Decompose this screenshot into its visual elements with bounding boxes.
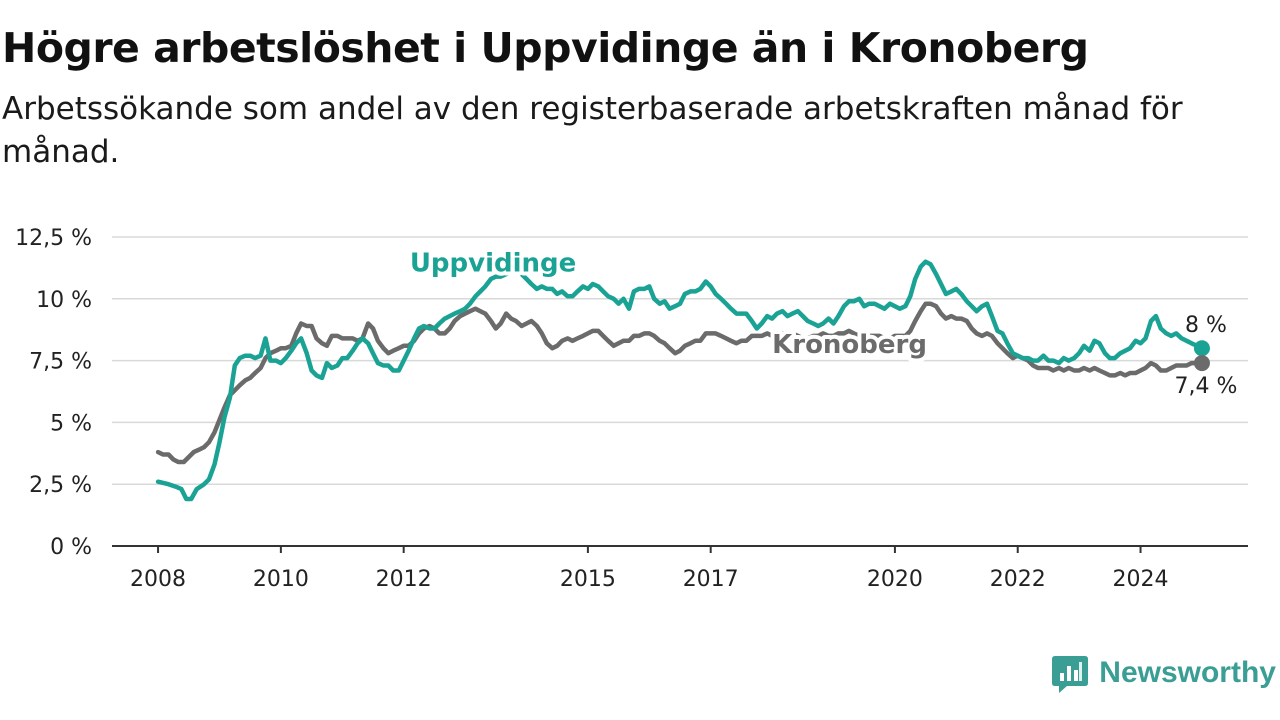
page-subtitle: Arbetssökande som andel av den registerb…	[2, 91, 1183, 170]
y-tick-label: 12,5 %	[15, 226, 92, 251]
x-tick-label: 2012	[376, 567, 432, 592]
end-point-uppvidinge	[1193, 340, 1210, 357]
newsworthy-brand: Newsworthy	[1051, 652, 1276, 694]
end-point-kronoberg	[1193, 355, 1210, 372]
page-title: Högre arbetslöshet i Uppvidinge än i Kro…	[2, 24, 1089, 72]
y-tick-label: 2,5 %	[29, 473, 92, 498]
y-tick-label: 10 %	[36, 288, 92, 313]
x-tick-label: 2024	[1113, 567, 1169, 592]
x-tick-label: 2015	[560, 567, 616, 592]
x-tick-label: 2010	[253, 567, 309, 592]
series-line-uppvidinge	[155, 259, 1205, 502]
y-tick-label: 7,5 %	[29, 350, 92, 375]
series-line-kronoberg	[155, 301, 1205, 465]
y-tick-label: 5 %	[50, 411, 92, 436]
x-tick-label: 2020	[867, 567, 923, 592]
newsworthy-logo-icon	[1052, 656, 1089, 693]
x-axis: 2008 2010 2012 2015 2017 2020 2022 2024	[112, 545, 1248, 592]
y-axis-ticks: 0 % 2,5 % 5 % 7,5 % 10 % 12,5 %	[15, 226, 92, 560]
end-value-label: 7,4 %	[1175, 374, 1238, 399]
series-labels: 8 % 7,4 % Uppvidinge Kronoberg	[406, 245, 1240, 402]
series-label-kronoberg: Kronoberg	[772, 330, 927, 360]
x-tick-label: 2017	[683, 567, 739, 592]
x-tick-label: 2022	[990, 567, 1046, 592]
y-tick-label: 0 %	[50, 535, 92, 560]
series-label-uppvidinge: Uppvidinge	[410, 249, 576, 279]
x-tick-label: 2008	[130, 567, 186, 592]
brand-name: Newsworthy	[1099, 656, 1276, 689]
series-lines	[155, 259, 1210, 502]
end-value-label: 8 %	[1185, 313, 1227, 338]
